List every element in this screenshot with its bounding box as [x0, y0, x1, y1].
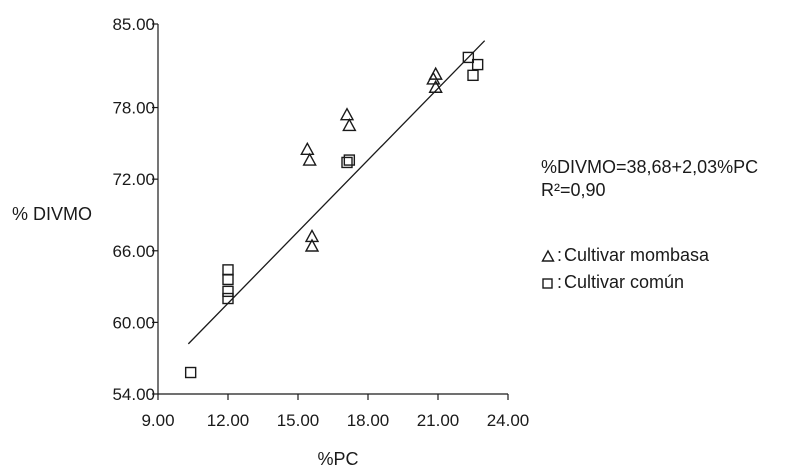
legend-label-comun: Cultivar común: [564, 272, 685, 292]
x-tick-label: 9.00: [141, 411, 174, 430]
point-mombasa: [304, 238, 320, 252]
point-comun: [343, 154, 356, 166]
y-tick-label: 78.00: [112, 99, 155, 118]
point-comun: [222, 273, 234, 286]
x-axis-label: %PC: [317, 449, 358, 469]
x-tick-label: 12.00: [207, 411, 250, 430]
point-mombasa: [428, 66, 443, 80]
point-mombasa: [300, 141, 315, 156]
y-tick-label: 54.00: [112, 385, 155, 404]
x-tick-label: 18.00: [347, 411, 390, 430]
data-points: [184, 51, 484, 379]
point-mombasa: [426, 71, 441, 85]
r-squared: R²=0,90: [541, 180, 606, 200]
ticks: 9.00 12.00 15.00 18.00 21.00 24.00 54.00 60.00 6…: [112, 15, 529, 430]
legend-colon: :: [557, 245, 563, 265]
point-mombasa: [342, 117, 357, 132]
legend-item-comun: : Cultivar común: [541, 272, 684, 293]
legend-label-mombasa: Cultivar mombasa: [564, 245, 710, 265]
square-icon: [542, 277, 553, 289]
legend-item-mombasa: : Cultivar mombasa: [541, 245, 709, 266]
axes: [157, 24, 508, 395]
point-comun: [467, 69, 479, 82]
point-comun: [222, 292, 234, 305]
x-tick-label: 24.00: [487, 411, 530, 430]
regression-equation: %DIVMO=38,68+2,03%PC: [541, 157, 759, 177]
point-comun: [222, 264, 234, 276]
fit-line-group: [187, 40, 486, 345]
y-tick-label: 60.00: [112, 313, 155, 332]
point-comun: [184, 366, 197, 379]
regression-line: [187, 40, 486, 345]
y-axis-label: % DIVMO: [12, 204, 93, 224]
point-comun: [222, 285, 234, 298]
point-mombasa: [428, 79, 443, 93]
point-mombasa: [339, 107, 355, 121]
point-comun: [341, 156, 353, 169]
triangle-icon: [541, 249, 555, 262]
point-mombasa: [302, 152, 317, 166]
x-tick-label: 15.00: [277, 411, 320, 430]
y-tick-label: 72.00: [112, 170, 155, 189]
y-tick-label: 85.00: [112, 15, 155, 34]
legend-colon: :: [557, 272, 563, 292]
x-tick-label: 21.00: [417, 411, 460, 430]
point-comun: [462, 51, 475, 64]
y-tick-label: 66.00: [112, 242, 155, 261]
point-comun: [471, 58, 484, 71]
